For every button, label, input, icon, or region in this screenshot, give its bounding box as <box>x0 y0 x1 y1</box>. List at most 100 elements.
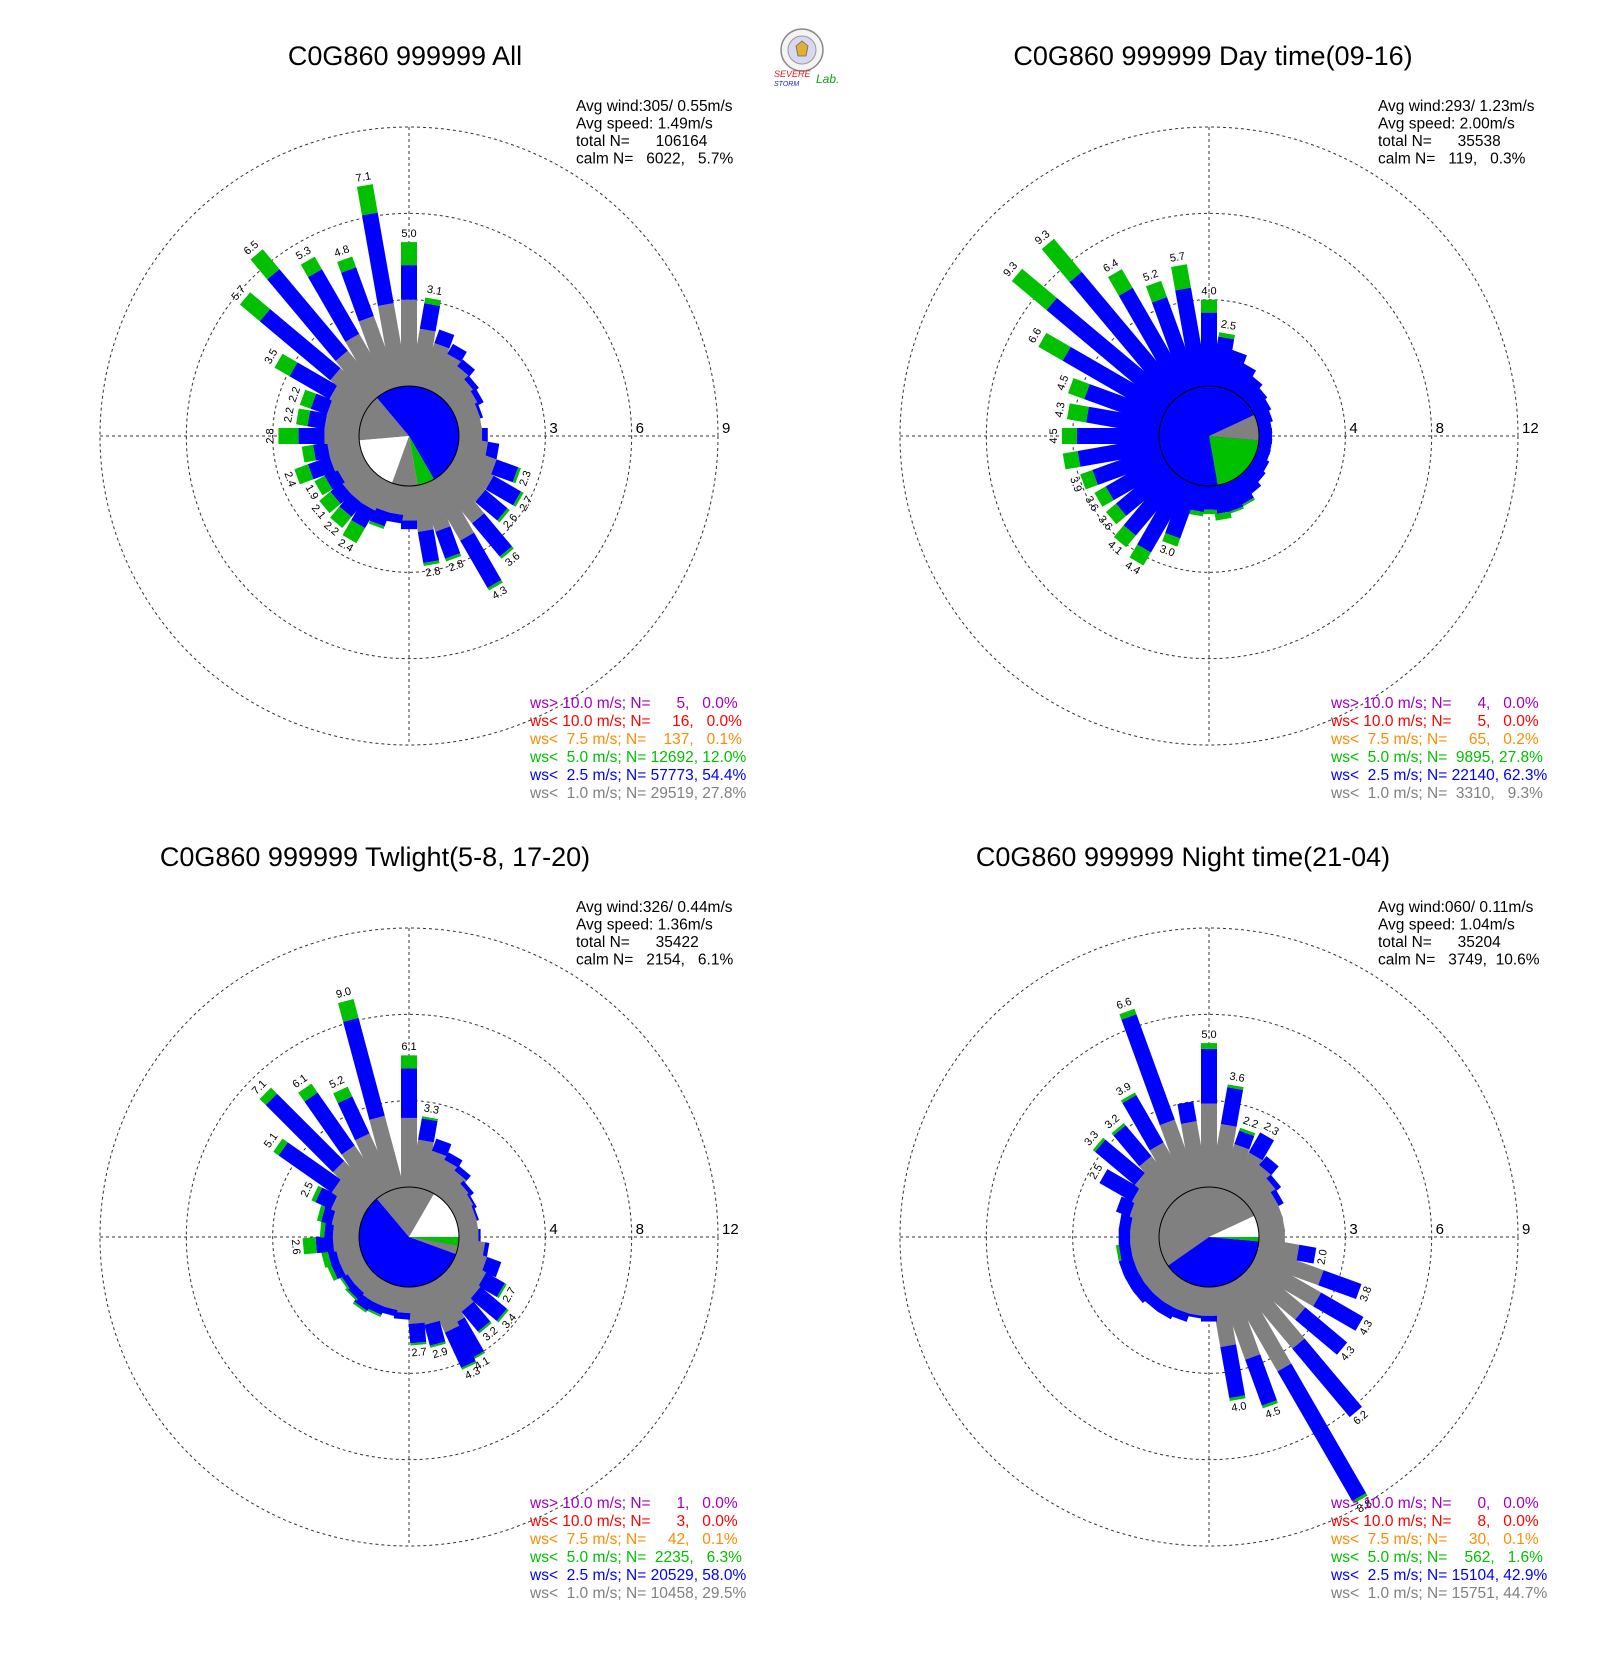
rose-bar-segment <box>478 1229 481 1245</box>
rose-bar-segment <box>265 1093 345 1173</box>
rose-bar-segment <box>444 1325 476 1368</box>
rose-bar-segment <box>454 1165 471 1181</box>
rose-bar-segment <box>366 1308 382 1317</box>
rose-sector-0 <box>401 242 417 386</box>
rose-bar-segment <box>1092 445 1165 485</box>
stats-line: Avg speed: 1.49m/s <box>576 116 713 133</box>
bar-value-label: 7.1 <box>355 170 372 184</box>
rose-bar-segment <box>408 1322 427 1344</box>
rose-sector-320 <box>1111 1123 1183 1204</box>
rose-sector-40 <box>435 1165 471 1204</box>
calm-pie-wedge <box>409 436 434 486</box>
rose-sector-40 <box>435 359 476 403</box>
bar-value-label: 4.0 <box>1201 286 1216 298</box>
rose-sector-270 <box>1061 428 1160 444</box>
legend-entry: ws< 1.0 m/s; N= 15751, 44.7% <box>1330 1585 1547 1602</box>
rose-bar-segment <box>289 362 338 400</box>
legend-entry: ws< 5.0 m/s; N= 12692, 12.0% <box>529 749 746 766</box>
rose-bar-segment <box>419 303 441 332</box>
rose-bar-segment <box>1218 332 1235 340</box>
stats-line: Avg wind:060/ 0.11m/s <box>1378 899 1534 916</box>
rose-sector-280 <box>1118 1213 1162 1237</box>
legend-entry: ws< 2.5 m/s; N= 20529, 58.0% <box>529 1567 746 1584</box>
rose-sector-30 <box>427 343 467 397</box>
bar-value-label: 3.9 <box>1067 475 1084 493</box>
rose-sector-10 <box>409 1116 438 1190</box>
bar-value-label: 4.5 <box>1264 1405 1282 1422</box>
rose-sector-50 <box>1242 1174 1282 1211</box>
rose-sector-200 <box>1162 480 1200 547</box>
rose-sector-150 <box>1227 1276 1368 1504</box>
rose-bar-segment <box>421 1116 438 1122</box>
calm-pie-wedge <box>1209 1215 1259 1237</box>
rose-bar-segment <box>321 1206 336 1225</box>
rose-sector-50 <box>442 375 479 410</box>
rose-bar-segment <box>343 1017 385 1120</box>
rose-bar-segment <box>475 489 508 521</box>
rose-sector-290 <box>299 389 365 427</box>
rose-sector-335 <box>333 1086 396 1196</box>
rose-bar-segment <box>1118 287 1191 397</box>
bar-value-label: 2.3 <box>517 469 534 487</box>
rose-bar-segment <box>1046 297 1176 410</box>
bar-value-label: 2.9 <box>431 1346 449 1362</box>
rose-bar-segment <box>461 1301 491 1332</box>
rose-bar-segment <box>482 428 488 444</box>
rose-bar-segment <box>1077 436 1162 467</box>
rose-bar-segment <box>423 560 440 566</box>
rose-bar-segment <box>369 1115 404 1191</box>
rose-bar-segment <box>427 353 462 397</box>
calm-pie-wedge <box>1209 436 1259 486</box>
rose-sector-130 <box>442 1263 509 1323</box>
rose-bar-segment <box>1313 1292 1364 1331</box>
rose-bar-segment <box>401 242 417 266</box>
rose-sector-210 <box>1156 1276 1191 1320</box>
rose-bar-segment <box>496 1308 509 1323</box>
rose-bar-segment <box>335 350 383 403</box>
rose-bar-segment <box>1227 1276 1292 1372</box>
rose-bar-segment <box>351 502 376 529</box>
rose-bar-segment <box>330 1194 368 1224</box>
calm-pie-outline <box>358 1186 460 1288</box>
rose-bar-segment <box>435 366 470 403</box>
rose-bar-segment <box>337 256 357 273</box>
rose-bar-segment <box>1201 1315 1217 1322</box>
rose-bar-segment <box>499 546 514 559</box>
rose-sector-40 <box>1235 374 1263 403</box>
rose-bar-segment <box>1118 1242 1133 1261</box>
rose-sector-310 <box>1092 1137 1176 1211</box>
rose-bar-segment <box>311 1185 323 1203</box>
rose-bar-segment <box>330 1260 346 1280</box>
rose-bar-segment <box>1115 462 1176 516</box>
rose-bar-segment <box>1227 362 1257 397</box>
rose-bar-segment <box>471 1204 480 1221</box>
rose-sector-220 <box>1113 469 1183 548</box>
bar-value-label: 2.6 <box>289 1239 302 1255</box>
rose-sector-10 <box>409 297 442 389</box>
rose-sector-0 <box>1201 1043 1217 1187</box>
rose-bar-segment <box>442 1183 471 1211</box>
bar-value-label: 2.8 <box>424 565 441 579</box>
rose-sector-250 <box>1080 445 1165 490</box>
rose-bar-segment <box>298 428 325 444</box>
rose-sector-200 <box>1171 1281 1200 1322</box>
rose-bar-segment <box>512 467 521 484</box>
rose-bar-segment <box>1171 1308 1190 1322</box>
legend-entry: ws< 10.0 m/s; N= 5, 0.0% <box>1330 713 1539 730</box>
bar-value-label: 3.3 <box>423 1102 440 1116</box>
rose-ring <box>899 126 1519 746</box>
rose-sector-350 <box>356 184 409 389</box>
rose-bar-segment <box>361 212 394 306</box>
rose-sector-20 <box>1218 349 1247 392</box>
bar-value-label: 9.0 <box>335 985 353 1001</box>
rose-bar-segment <box>1214 511 1232 521</box>
rose-bar-segment <box>1253 1246 1324 1286</box>
rose-bar-segment <box>1129 1201 1165 1228</box>
rose-bar-segment <box>1187 509 1204 517</box>
rose-sector-110 <box>453 445 521 484</box>
ring-label: 6 <box>1436 1221 1444 1238</box>
rose-sector-230 <box>319 462 376 514</box>
rose-bar-segment <box>298 1083 318 1102</box>
rose-sector-130 <box>442 462 510 523</box>
panel-title: C0G860 999999 Night time(21-04) <box>976 842 1390 872</box>
